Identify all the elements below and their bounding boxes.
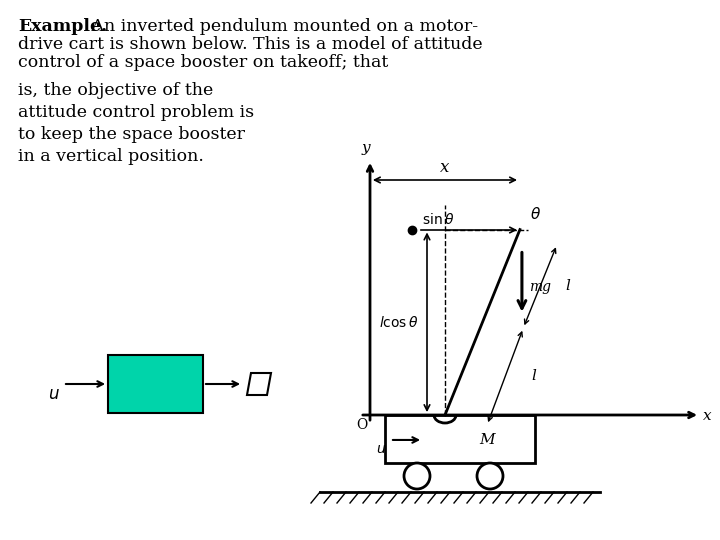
Text: y: y — [361, 141, 370, 155]
Bar — [385, 415, 535, 463]
Text: Example.: Example. — [18, 18, 107, 35]
Text: l: l — [531, 369, 536, 383]
Text: $u$: $u$ — [48, 386, 60, 403]
Text: M: M — [480, 433, 495, 447]
Text: $\sin\theta$: $\sin\theta$ — [422, 212, 454, 227]
Polygon shape — [247, 373, 271, 395]
Text: l: l — [565, 279, 570, 293]
Text: control of a space booster on takeoff; that: control of a space booster on takeoff; t… — [18, 54, 388, 71]
Circle shape — [404, 463, 430, 489]
Text: drive cart is shown below. This is a model of attitude: drive cart is shown below. This is a mod… — [18, 36, 482, 53]
Bar — [108, 355, 203, 413]
Text: O: O — [356, 418, 367, 432]
Text: to keep the space booster: to keep the space booster — [18, 126, 245, 143]
Text: $l\cos\theta$: $l\cos\theta$ — [379, 315, 419, 330]
Circle shape — [477, 463, 503, 489]
Text: is, the objective of the: is, the objective of the — [18, 82, 213, 99]
Text: attitude control problem is: attitude control problem is — [18, 104, 254, 121]
Text: x: x — [703, 409, 711, 423]
Text: in a vertical position.: in a vertical position. — [18, 148, 204, 165]
Text: An inverted pendulum mounted on a motor-: An inverted pendulum mounted on a motor- — [86, 18, 478, 35]
Text: $u$: $u$ — [376, 442, 386, 456]
Text: $\theta$: $\theta$ — [530, 206, 541, 221]
Text: mg: mg — [529, 280, 551, 294]
Text: x: x — [440, 159, 450, 176]
